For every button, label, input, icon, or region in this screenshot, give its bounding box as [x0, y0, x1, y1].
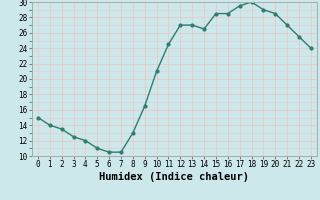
- X-axis label: Humidex (Indice chaleur): Humidex (Indice chaleur): [100, 172, 249, 182]
